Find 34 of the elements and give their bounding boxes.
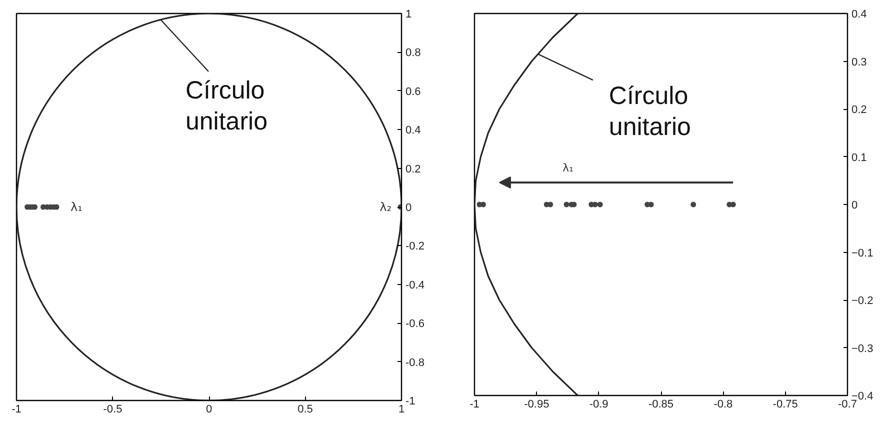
x-tick-label: -1 [470, 398, 480, 410]
y-tick-label: -0.8 [406, 356, 424, 369]
annotation: λ₂ [380, 200, 392, 214]
y-tick-label: 0.2 [406, 163, 421, 176]
x-tick-label: -0.7 [838, 398, 857, 410]
annotation: Círculo unitario [608, 82, 691, 141]
y-tick-label: -0.4 [406, 279, 424, 292]
x-tick-label: -1 [12, 404, 22, 416]
x-tick-label: -0.95 [524, 398, 550, 410]
y-tick-label: −0.3 [852, 342, 874, 355]
x-tick-label: -0.9 [589, 398, 608, 410]
x-tick-label: -0.75 [772, 398, 798, 410]
y-tick-label: 0.8 [406, 47, 421, 60]
x-tick-label: -0.8 [714, 398, 733, 410]
x-tick-label: -0.5 [103, 404, 122, 416]
y-tick-label: 0.1 [852, 152, 867, 164]
x-tick-label: -0.85 [648, 398, 674, 410]
annotation: Círculo unitario [186, 76, 268, 136]
y-tick-label: 0.3 [852, 56, 867, 68]
y-tick-label: 0 [406, 202, 412, 214]
x-tick-label: 0 [206, 404, 212, 416]
annotation: λ₁ [70, 200, 83, 214]
y-tick-label: 0.4 [852, 8, 867, 20]
y-tick-label: -0.2 [406, 240, 424, 253]
y-tick-label: 0.4 [406, 124, 421, 137]
x-tick-label: 0.5 [298, 404, 313, 416]
y-tick-label: −0.1 [852, 247, 874, 260]
y-tick-label: 0 [852, 200, 858, 212]
y-tick-label: -0.6 [406, 318, 424, 330]
y-tick-label: 1 [406, 8, 412, 20]
y-tick-label: −0.2 [852, 295, 874, 307]
annotation: λ₁ [562, 162, 574, 174]
y-tick-label: 0.2 [852, 104, 867, 116]
y-tick-label: 0.6 [406, 86, 421, 98]
